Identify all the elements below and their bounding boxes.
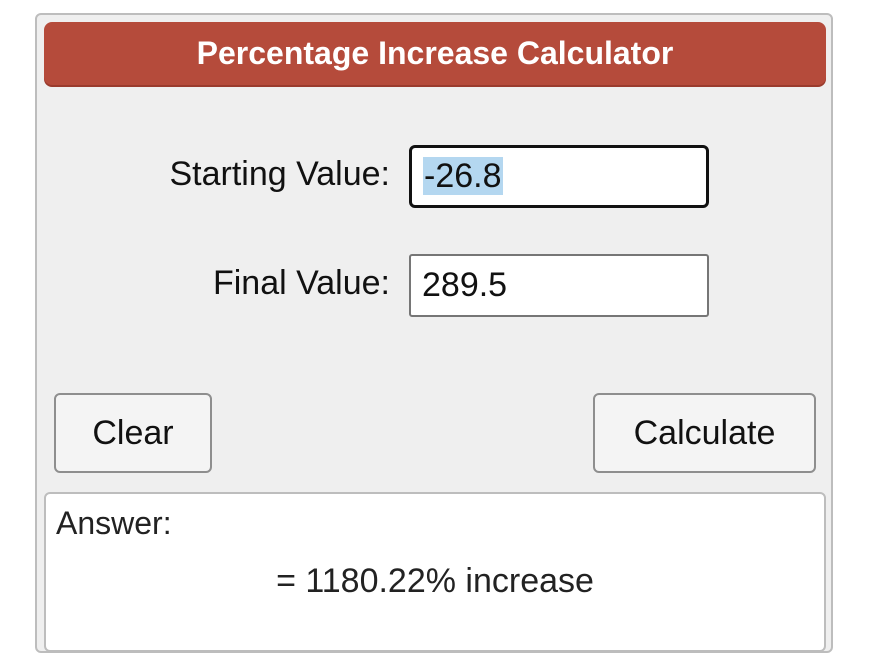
starting-value-text: -26.8: [423, 157, 503, 195]
answer-result: = 1180.22% increase: [276, 562, 594, 600]
answer-label: Answer:: [56, 505, 172, 541]
final-value-input[interactable]: 289.5: [409, 254, 709, 317]
final-value-text: 289.5: [422, 266, 508, 304]
calculator-title: Percentage Increase Calculator: [44, 22, 826, 85]
clear-button[interactable]: Clear: [54, 393, 212, 473]
answer-box: [44, 492, 826, 652]
calculate-button[interactable]: Calculate: [593, 393, 816, 473]
starting-value-input[interactable]: -26.8: [409, 145, 709, 208]
final-value-label: Final Value:: [212, 264, 390, 302]
starting-value-label: Starting Value:: [169, 155, 390, 193]
